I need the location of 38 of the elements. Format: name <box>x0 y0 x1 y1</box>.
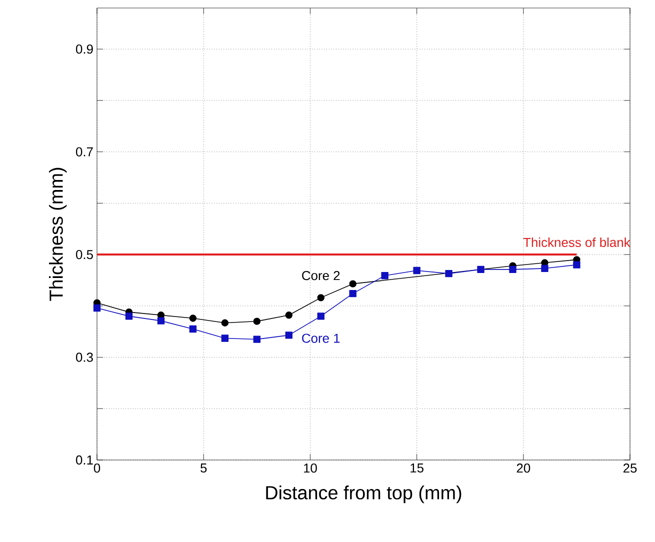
x-tick-label: 0 <box>94 464 100 473</box>
point <box>573 261 580 268</box>
series-label: Thickness of blank <box>523 238 630 248</box>
point <box>541 264 548 272</box>
point <box>93 304 101 312</box>
point <box>253 336 260 343</box>
point <box>477 266 484 274</box>
x-tick-label: 10 <box>304 464 317 473</box>
point <box>317 294 324 302</box>
point <box>317 312 324 320</box>
y-tick-label: 0.9 <box>76 44 93 54</box>
y-tick-label: 0.7 <box>76 147 93 156</box>
point <box>189 325 197 333</box>
point <box>445 270 452 278</box>
point <box>413 266 420 274</box>
point <box>253 318 260 325</box>
point <box>221 319 229 326</box>
series-label: Core 1 <box>302 334 340 343</box>
point <box>285 312 292 319</box>
point <box>125 312 133 320</box>
y-tick-label: 0.1 <box>76 455 93 465</box>
point <box>381 272 388 280</box>
x-tick-label: 15 <box>410 464 424 473</box>
x-axis-title: Distance from top (mm) <box>266 486 462 504</box>
point <box>189 314 197 322</box>
point <box>509 266 516 274</box>
x-tick-label: 5 <box>200 464 207 473</box>
x-tick-label: 25 <box>623 464 637 473</box>
point <box>349 290 356 298</box>
y-tick-label: 0.5 <box>76 250 93 260</box>
y-axis-title: Thickness (mm) <box>49 168 67 301</box>
point <box>157 317 165 324</box>
x-tick-label: 20 <box>516 464 530 473</box>
point <box>221 334 229 342</box>
series-label: Core 2 <box>302 271 340 280</box>
point <box>285 332 292 339</box>
y-tick-label: 0.3 <box>76 352 93 362</box>
point <box>349 280 356 288</box>
